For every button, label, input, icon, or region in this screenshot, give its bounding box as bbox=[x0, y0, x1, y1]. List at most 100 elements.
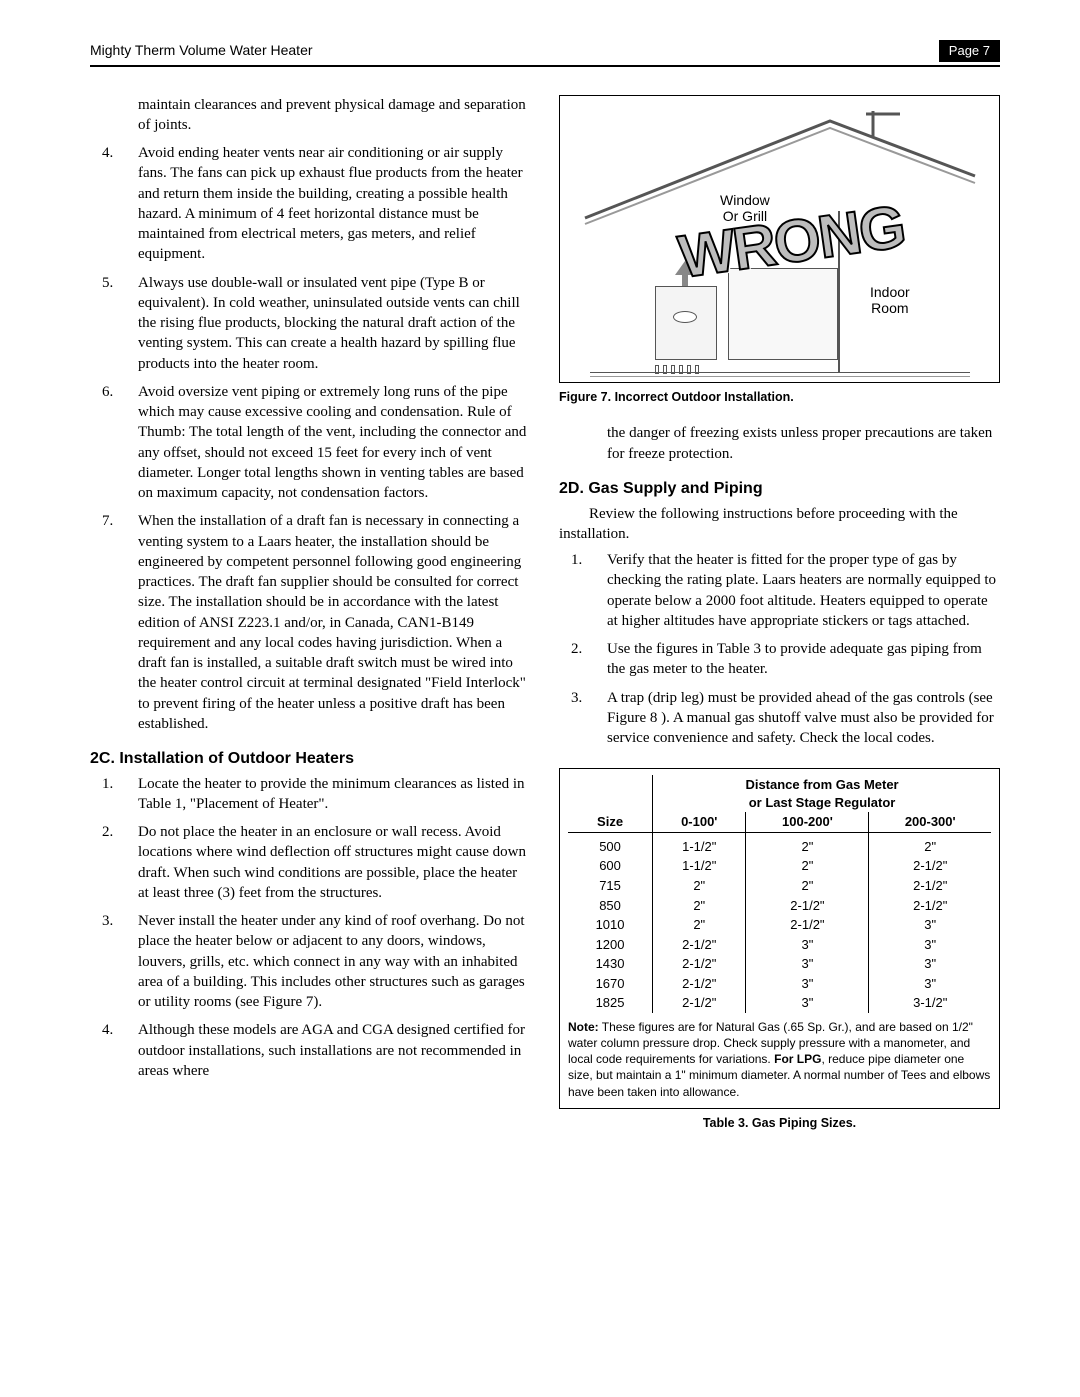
list-item: 7.When the installation of a draft fan i… bbox=[90, 511, 531, 734]
list-item: 4.Although these models are AGA and CGA … bbox=[90, 1020, 531, 1081]
table-row: 5001-1/2"2"2" bbox=[568, 832, 991, 856]
ground-line bbox=[590, 372, 970, 373]
value-cell: 3" bbox=[746, 974, 869, 994]
distance-header: Distance from Gas Meter or Last Stage Re… bbox=[653, 775, 991, 812]
table-3-container: Size Distance from Gas Meter or Last Sta… bbox=[559, 768, 1000, 1109]
page-number: Page 7 bbox=[939, 40, 1000, 62]
left-column: maintain clearances and prevent physical… bbox=[90, 95, 531, 1150]
heater-dial-icon bbox=[673, 311, 697, 323]
figure-7-caption: Figure 7. Incorrect Outdoor Installation… bbox=[559, 389, 1000, 406]
value-cell: 2-1/2" bbox=[653, 993, 746, 1013]
size-cell: 850 bbox=[568, 896, 653, 916]
list-number: 2. bbox=[559, 639, 607, 680]
value-cell: 3" bbox=[746, 935, 869, 955]
value-cell: 2-1/2" bbox=[746, 896, 869, 916]
list-item: 1.Locate the heater to provide the minim… bbox=[90, 774, 531, 815]
list-text: Locate the heater to provide the minimum… bbox=[138, 774, 531, 815]
list-number: 2. bbox=[90, 822, 138, 903]
list-number: 1. bbox=[90, 774, 138, 815]
indoor-room-label: Indoor Room bbox=[870, 284, 910, 318]
list-item: 6.Avoid oversize vent piping or extremel… bbox=[90, 382, 531, 504]
col-0-100: 0-100' bbox=[653, 812, 746, 832]
table-row: 6001-1/2"2"2-1/2" bbox=[568, 856, 991, 876]
table-row: 8502"2-1/2"2-1/2" bbox=[568, 896, 991, 916]
value-cell: 2" bbox=[653, 876, 746, 896]
figure-7: Window Or Grill Indoor Room WRONG bbox=[559, 95, 1000, 383]
right-column: Window Or Grill Indoor Room WRONG Figure… bbox=[559, 95, 1000, 1150]
value-cell: 3" bbox=[869, 954, 991, 974]
list-number: 4. bbox=[90, 143, 138, 265]
list-text: Use the figures in Table 3 to provide ad… bbox=[607, 639, 1000, 680]
list-text: A trap (drip leg) must be provided ahead… bbox=[607, 688, 1000, 749]
value-cell: 3" bbox=[746, 954, 869, 974]
size-cell: 1825 bbox=[568, 993, 653, 1013]
value-cell: 2-1/2" bbox=[869, 856, 991, 876]
value-cell: 2" bbox=[653, 915, 746, 935]
continuation-text: maintain clearances and prevent physical… bbox=[138, 95, 531, 136]
value-cell: 2" bbox=[869, 832, 991, 856]
size-cell: 1010 bbox=[568, 915, 653, 935]
value-cell: 2-1/2" bbox=[653, 954, 746, 974]
list-text: Avoid oversize vent piping or extremely … bbox=[138, 382, 531, 504]
list-item: 3.Never install the heater under any kin… bbox=[90, 911, 531, 1012]
table-3-caption: Table 3. Gas Piping Sizes. bbox=[559, 1115, 1000, 1132]
content-columns: maintain clearances and prevent physical… bbox=[90, 95, 1000, 1150]
list-number: 3. bbox=[559, 688, 607, 749]
outdoor-install-list: 1.Locate the heater to provide the minim… bbox=[90, 774, 531, 1082]
table-note: Note: These figures are for Natural Gas … bbox=[568, 1019, 991, 1100]
value-cell: 2" bbox=[746, 876, 869, 896]
section-2d-title: 2D. Gas Supply and Piping bbox=[559, 478, 1000, 500]
list-number: 1. bbox=[559, 550, 607, 631]
list-item: 4.Avoid ending heater vents near air con… bbox=[90, 143, 531, 265]
value-cell: 3" bbox=[869, 915, 991, 935]
table-row: 14302-1/2"3"3" bbox=[568, 954, 991, 974]
value-cell: 2" bbox=[653, 896, 746, 916]
list-text: Verify that the heater is fitted for the… bbox=[607, 550, 1000, 631]
list-item: 5.Always use double-wall or insulated ve… bbox=[90, 273, 531, 374]
value-cell: 2-1/2" bbox=[746, 915, 869, 935]
value-cell: 3" bbox=[746, 993, 869, 1013]
list-text: Do not place the heater in an enclosure … bbox=[138, 822, 531, 903]
list-number: 6. bbox=[90, 382, 138, 504]
freeze-warning-text: the danger of freezing exists unless pro… bbox=[607, 423, 1000, 464]
value-cell: 2-1/2" bbox=[653, 935, 746, 955]
list-number: 4. bbox=[90, 1020, 138, 1081]
size-cell: 500 bbox=[568, 832, 653, 856]
list-item: 2.Use the figures in Table 3 to provide … bbox=[559, 639, 1000, 680]
list-number: 3. bbox=[90, 911, 138, 1012]
section-2c-title: 2C. Installation of Outdoor Heaters bbox=[90, 748, 531, 770]
value-cell: 2-1/2" bbox=[653, 974, 746, 994]
size-cell: 715 bbox=[568, 876, 653, 896]
col-100-200: 100-200' bbox=[746, 812, 869, 832]
value-cell: 2" bbox=[746, 832, 869, 856]
list-text: Avoid ending heater vents near air condi… bbox=[138, 143, 531, 265]
list-number: 7. bbox=[90, 511, 138, 734]
size-header: Size bbox=[568, 775, 653, 832]
value-cell: 1-1/2" bbox=[653, 856, 746, 876]
gas-supply-list: 1.Verify that the heater is fitted for t… bbox=[559, 550, 1000, 748]
value-cell: 3" bbox=[869, 935, 991, 955]
page-header: Mighty Therm Volume Water Heater Page 7 bbox=[90, 40, 1000, 67]
value-cell: 2-1/2" bbox=[869, 876, 991, 896]
gas-piping-table: Size Distance from Gas Meter or Last Sta… bbox=[568, 775, 991, 1013]
value-cell: 3" bbox=[869, 974, 991, 994]
section-2d-lead: Review the following instructions before… bbox=[559, 504, 1000, 545]
size-cell: 1670 bbox=[568, 974, 653, 994]
table-row: 18252-1/2"3"3-1/2" bbox=[568, 993, 991, 1013]
heater-legs bbox=[655, 360, 717, 370]
list-text: Never install the heater under any kind … bbox=[138, 911, 531, 1012]
list-item: 1.Verify that the heater is fitted for t… bbox=[559, 550, 1000, 631]
list-text: When the installation of a draft fan is … bbox=[138, 511, 531, 734]
size-cell: 600 bbox=[568, 856, 653, 876]
list-number: 5. bbox=[90, 273, 138, 374]
size-cell: 1200 bbox=[568, 935, 653, 955]
list-item: 2.Do not place the heater in an enclosur… bbox=[90, 822, 531, 903]
size-cell: 1430 bbox=[568, 954, 653, 974]
value-cell: 1-1/2" bbox=[653, 832, 746, 856]
list-text: Always use double-wall or insulated vent… bbox=[138, 273, 531, 374]
table-row: 7152"2"2-1/2" bbox=[568, 876, 991, 896]
list-text: Although these models are AGA and CGA de… bbox=[138, 1020, 531, 1081]
value-cell: 2" bbox=[746, 856, 869, 876]
ground-shadow bbox=[590, 376, 970, 377]
value-cell: 3-1/2" bbox=[869, 993, 991, 1013]
